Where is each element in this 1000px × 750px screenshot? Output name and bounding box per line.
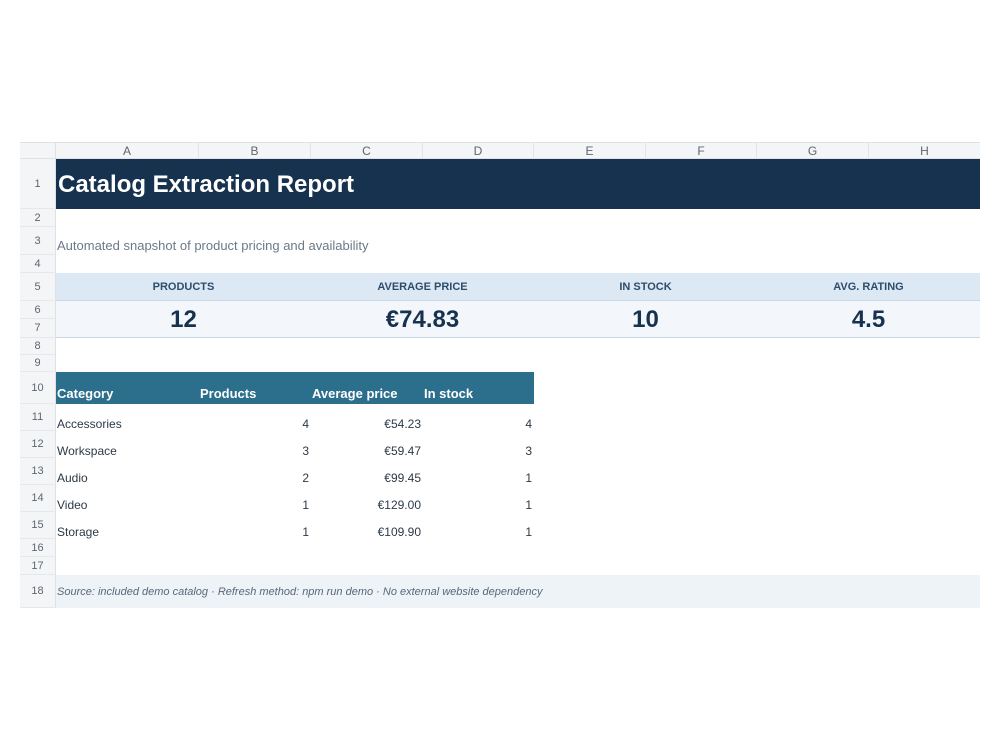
cell-in-stock[interactable]: 3 xyxy=(525,444,532,458)
report-subtitle[interactable]: Automated snapshot of product pricing an… xyxy=(57,238,369,253)
header-average-price[interactable]: Average price xyxy=(312,386,398,401)
kpi-label-avg-rating[interactable]: AVG. RATING xyxy=(833,281,904,293)
column-header-d[interactable]: D xyxy=(423,143,534,159)
row-header-11[interactable]: 11 xyxy=(20,404,56,431)
kpi-value-row: 12 €74.83 10 4.5 xyxy=(56,301,980,338)
cell-average-price[interactable]: €59.47 xyxy=(384,444,421,458)
kpi-label-products[interactable]: PRODUCTS xyxy=(152,281,215,293)
cell-in-stock[interactable]: 1 xyxy=(525,525,532,539)
row-header-5[interactable]: 5 xyxy=(20,273,56,301)
cell-average-price[interactable]: €99.45 xyxy=(384,471,421,485)
kpi-value-products[interactable]: 12 xyxy=(170,306,197,333)
cell-average-price[interactable]: €129.00 xyxy=(377,498,421,512)
row-header-9[interactable]: 9 xyxy=(20,355,56,372)
column-header-h[interactable]: H xyxy=(920,144,929,158)
header-in-stock[interactable]: In stock xyxy=(424,386,474,401)
cell-category[interactable]: Accessories xyxy=(57,417,122,431)
column-header-bar: A B C D E F G H xyxy=(20,142,980,160)
kpi-value-average-price[interactable]: €74.83 xyxy=(385,306,460,333)
row-header-1[interactable]: 1 xyxy=(20,159,56,209)
row-header-14[interactable]: 14 xyxy=(20,485,56,512)
source-note-cell[interactable]: Source: included demo catalog · Refresh … xyxy=(56,575,980,608)
column-header-f[interactable]: F xyxy=(646,143,757,159)
kpi-label-row: PRODUCTS AVERAGE PRICE IN STOCK AVG. RAT… xyxy=(56,273,980,301)
row-header-12[interactable]: 12 xyxy=(20,431,56,458)
cell-category[interactable]: Video xyxy=(57,498,88,512)
cell-products[interactable]: 4 xyxy=(302,417,309,431)
row-header-3[interactable]: 3 xyxy=(20,227,56,255)
row-header-15[interactable]: 15 xyxy=(20,512,56,539)
row-header-8[interactable]: 8 xyxy=(20,338,56,355)
cell-category[interactable]: Storage xyxy=(57,525,100,539)
header-category[interactable]: Category xyxy=(57,386,114,401)
report-title: Catalog Extraction Report xyxy=(58,171,355,198)
column-header-g[interactable]: G xyxy=(757,143,869,159)
row-header-10[interactable]: 10 xyxy=(20,372,56,404)
column-header-e[interactable]: E xyxy=(534,143,646,159)
cell-category[interactable]: Workspace xyxy=(57,444,117,458)
cell-products[interactable]: 2 xyxy=(302,471,309,485)
cell-average-price[interactable]: €109.90 xyxy=(377,525,421,539)
row-header-16[interactable]: 16 xyxy=(20,539,56,557)
cell-products[interactable]: 1 xyxy=(302,525,309,539)
row-header-4[interactable]: 4 xyxy=(20,255,56,273)
cell-products[interactable]: 1 xyxy=(302,498,309,512)
cell-in-stock[interactable]: 1 xyxy=(525,471,532,485)
row-header-2[interactable]: 2 xyxy=(20,209,56,227)
kpi-label-in-stock[interactable]: IN STOCK xyxy=(619,281,672,293)
kpi-value-in-stock[interactable]: 10 xyxy=(632,306,659,333)
source-note: Source: included demo catalog · Refresh … xyxy=(57,586,543,598)
cell-products[interactable]: 3 xyxy=(302,444,309,458)
column-header-c[interactable]: C xyxy=(311,143,423,159)
row-header-13[interactable]: 13 xyxy=(20,458,56,485)
kpi-value-avg-rating[interactable]: 4.5 xyxy=(851,306,886,333)
column-header-b[interactable]: B xyxy=(199,143,311,159)
spreadsheet: A B C D E F G H 1 2 3 4 5 6 7 8 9 10 11 … xyxy=(20,142,980,608)
select-all-corner[interactable] xyxy=(20,143,56,160)
row-header-7[interactable]: 7 xyxy=(20,319,56,338)
header-products[interactable]: Products xyxy=(200,386,257,401)
column-header-a[interactable]: A xyxy=(56,143,199,159)
cell-in-stock[interactable]: 4 xyxy=(525,417,532,431)
kpi-label-average-price[interactable]: AVERAGE PRICE xyxy=(377,281,468,293)
cell-average-price[interactable]: €54.23 xyxy=(384,417,421,431)
row-header-6[interactable]: 6 xyxy=(20,301,56,319)
row-header-18[interactable]: 18 xyxy=(20,575,56,608)
cell-in-stock[interactable]: 1 xyxy=(525,498,532,512)
row-header-17[interactable]: 17 xyxy=(20,557,56,575)
cell-category[interactable]: Audio xyxy=(57,471,88,485)
category-table-header: Category Products Average price In stock xyxy=(56,372,534,404)
title-cell[interactable]: Catalog Extraction Report xyxy=(56,159,980,209)
